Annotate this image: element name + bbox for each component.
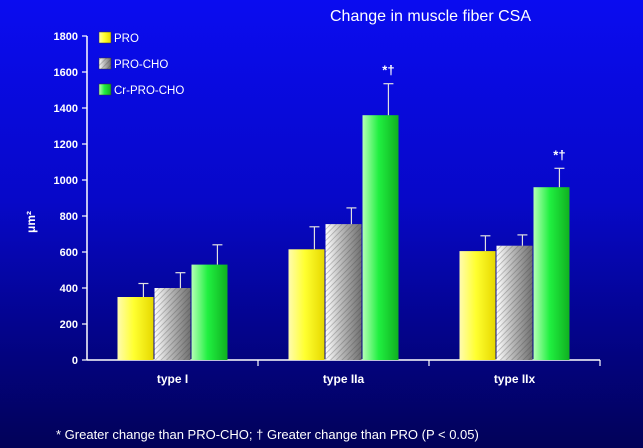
y-tick-label: 0 — [72, 355, 78, 367]
y-tick-label: 1200 — [54, 139, 78, 151]
legend-swatch-hatch — [99, 58, 111, 69]
bar-pro — [288, 249, 325, 360]
y-tick-label: 1800 — [54, 31, 78, 43]
legend-swatch — [98, 83, 112, 96]
y-tick-label: 800 — [60, 211, 78, 223]
bar-cr-pro-cho — [533, 187, 570, 360]
significance-marker: *† — [382, 63, 394, 78]
bar-cr-pro-cho — [191, 264, 228, 360]
bar-cr-pro-cho — [362, 115, 399, 360]
y-tick-label: 600 — [60, 247, 78, 259]
x-tick-label: type IIa — [323, 372, 365, 386]
significance-marker: *† — [553, 147, 565, 162]
bar-pro — [459, 251, 496, 360]
footnote: * Greater change than PRO-CHO; † Greater… — [56, 427, 479, 442]
x-tick-label: type IIx — [494, 372, 536, 386]
y-tick-label: 200 — [60, 319, 78, 331]
bar-hatch — [154, 288, 191, 360]
legend-label: Cr-PRO-CHO — [114, 85, 184, 97]
bar-pro — [117, 297, 154, 360]
legend-label: PRO — [114, 33, 139, 45]
y-tick-label: 1600 — [54, 67, 78, 79]
legend-label: PRO-CHO — [114, 59, 168, 71]
y-tick-label: 400 — [60, 283, 78, 295]
x-tick-label: type I — [157, 372, 188, 386]
bar-hatch — [325, 224, 362, 360]
y-tick-label: 1000 — [54, 175, 78, 187]
legend-swatch — [98, 31, 112, 44]
chart-title: Change in muscle fiber CSA — [330, 8, 531, 25]
y-tick-label: 1400 — [54, 103, 78, 115]
bar-hatch — [496, 245, 533, 360]
